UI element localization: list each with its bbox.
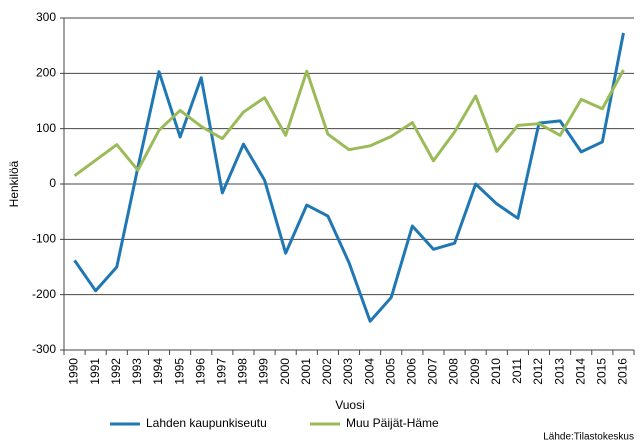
x-axis-label: Vuosi [335,398,365,412]
x-tick-label: 2006 [405,358,419,385]
legend-label: Muu Päijät-Häme [346,416,439,430]
y-tick-label: -200 [32,287,56,301]
x-tick-label: 1993 [130,358,144,385]
x-tick-label: 2005 [383,358,397,385]
x-tick-label: 1997 [215,358,229,385]
x-tick-label: 2015 [595,358,609,385]
x-tick-label: 1996 [193,358,207,385]
x-tick-label: 2011 [510,358,524,384]
series-line [73,32,625,323]
y-tick-label: -300 [32,342,56,356]
series-line [73,69,625,177]
x-tick-label: 2001 [299,358,313,385]
x-tick-label: 2002 [320,358,334,385]
legend-label: Lahden kaupunkiseutu [146,416,267,430]
y-tick-label: 0 [49,176,56,190]
x-tick-label: 2010 [489,358,503,385]
y-tick-label: -100 [32,232,56,246]
x-tick-label: 1998 [236,358,250,385]
y-tick-label: 300 [36,10,56,24]
x-tick-label: 1995 [172,358,186,385]
y-tick-label: 100 [36,121,56,135]
x-tick-label: 2016 [616,358,630,385]
x-tick-label: 1999 [257,358,271,385]
x-tick-label: 1992 [109,358,123,385]
x-tick-label: 1991 [88,358,102,385]
x-tick-label: 2008 [447,358,461,385]
x-tick-label: 2014 [573,358,587,385]
x-tick-label: 2003 [341,358,355,385]
x-tick-label: 1994 [151,358,165,385]
x-tick-label: 1990 [67,358,81,385]
x-tick-label: 2012 [531,358,545,385]
x-tick-label: 2009 [468,358,482,385]
y-tick-label: 200 [36,66,56,80]
x-tick-label: 2004 [362,358,376,385]
x-tick-label: 2007 [426,358,440,385]
source: Lähde:Tilastokeskus [543,432,634,443]
x-tick-label: 2013 [552,358,566,385]
y-axis-label: Henkilöä [7,160,21,207]
x-tick-label: 2000 [278,358,292,385]
